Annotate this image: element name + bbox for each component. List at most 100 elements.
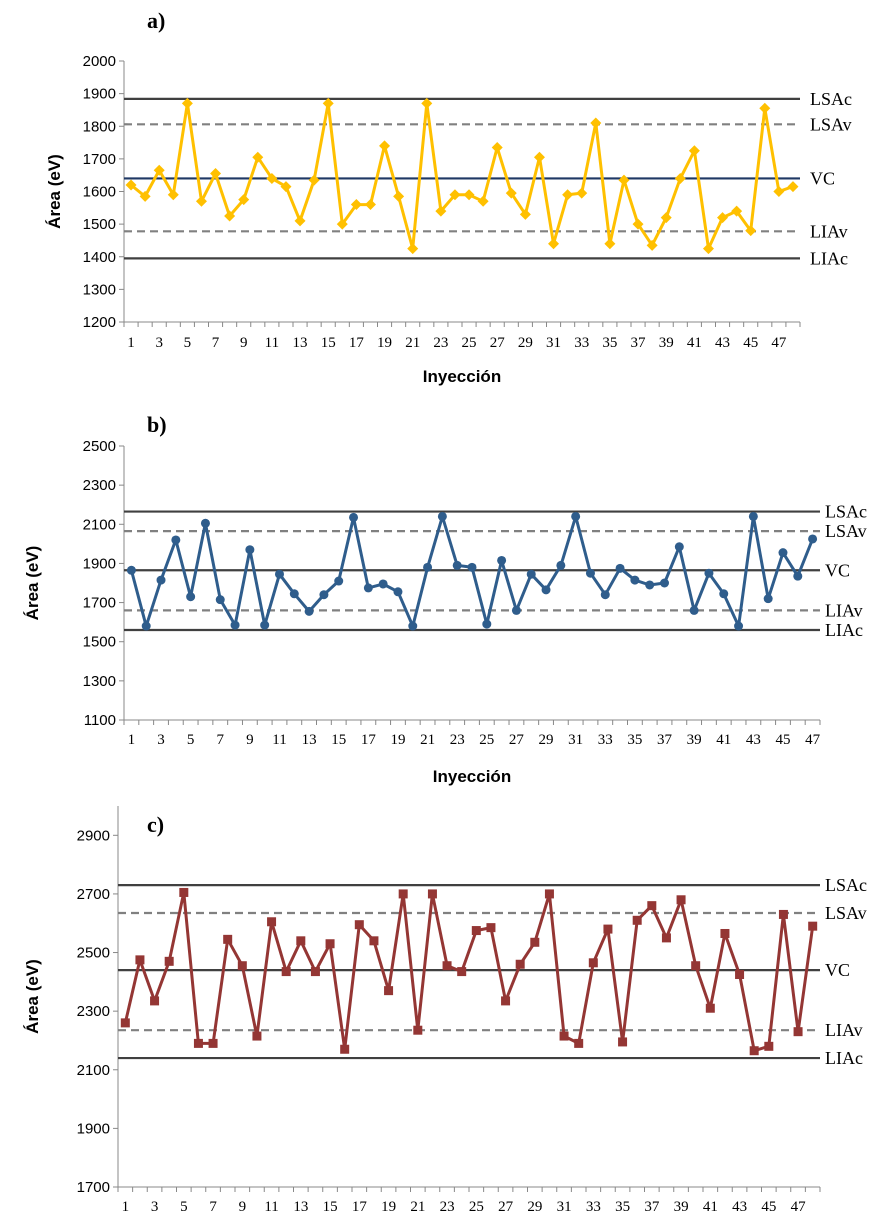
x-tick-label: 27 (509, 732, 525, 748)
x-tick-label: 19 (381, 1199, 396, 1215)
data-point (407, 243, 419, 255)
y-tick-label: 1600 (83, 184, 116, 201)
data-point (322, 97, 334, 109)
data-point (427, 889, 437, 899)
data-point (486, 923, 496, 933)
y-tick-label: 1200 (83, 314, 116, 331)
data-point (363, 583, 373, 593)
data-point (630, 575, 640, 585)
data-point (120, 1018, 130, 1028)
data-point (501, 996, 511, 1006)
ref-label-vc: VC (810, 168, 835, 188)
y-tick-label: 2100 (77, 1062, 110, 1079)
data-point (200, 518, 210, 528)
data-point (559, 1031, 569, 1041)
data-point (530, 937, 540, 947)
panel-label-b: b) (147, 412, 167, 437)
data-point (731, 205, 743, 217)
x-tick-label: 19 (390, 732, 405, 748)
ref-label-lsav: LSAv (825, 903, 867, 923)
data-point (281, 967, 291, 977)
ref-label-liav: LIAv (825, 1020, 863, 1040)
x-tick-label: 39 (674, 1199, 689, 1215)
data-point (354, 920, 364, 930)
x-tick-label: 1 (122, 1199, 130, 1215)
x-tick-label: 9 (239, 1199, 247, 1215)
data-point (393, 190, 405, 202)
y-tick-label: 1100 (84, 712, 116, 729)
y-tick-label: 1300 (83, 673, 116, 690)
data-point (660, 212, 672, 224)
data-point (334, 576, 344, 586)
data-point (135, 955, 145, 965)
x-tick-label: 27 (490, 335, 506, 351)
data-point (674, 172, 686, 184)
y-tick-label: 1700 (83, 595, 116, 612)
panel-label-c: c) (147, 812, 165, 837)
data-point (252, 1031, 262, 1041)
data-point (645, 580, 655, 590)
ref-label-lsac: LSAc (825, 502, 867, 522)
x-tick-label: 31 (568, 732, 583, 748)
y-tick-label: 2500 (83, 438, 116, 455)
x-tick-label: 13 (293, 335, 308, 351)
data-point (748, 511, 758, 521)
x-tick-label: 47 (771, 335, 787, 351)
x-tick-label: 39 (687, 732, 702, 748)
data-point (186, 592, 196, 602)
x-tick-label: 29 (518, 335, 533, 351)
data-point (308, 174, 320, 186)
data-point (398, 889, 408, 899)
ref-label-lsac: LSAc (810, 89, 852, 109)
y-tick-label: 2000 (83, 53, 116, 70)
data-point (379, 140, 391, 152)
data-point (793, 571, 803, 581)
x-tick-label: 45 (775, 732, 790, 748)
ref-label-liac: LIAc (810, 248, 848, 268)
data-point (421, 97, 433, 109)
data-point (171, 535, 181, 545)
y-tick-label: 1700 (77, 1179, 110, 1196)
ref-label-vc: VC (825, 960, 850, 980)
data-point (646, 239, 658, 251)
data-point (245, 545, 255, 555)
data-point (515, 959, 525, 969)
data-point (141, 621, 151, 631)
x-tick-label: 15 (323, 1199, 338, 1215)
data-point (463, 189, 475, 201)
data-point (237, 961, 247, 971)
y-tick-label: 1500 (83, 216, 116, 233)
data-point (705, 1003, 715, 1013)
data-point (437, 511, 447, 521)
x-tick-label: 15 (321, 335, 336, 351)
data-point (267, 917, 277, 927)
ref-label-vc: VC (825, 560, 850, 580)
x-tick-label: 3 (151, 1199, 159, 1215)
data-point (717, 212, 729, 224)
x-tick-label: 25 (469, 1199, 484, 1215)
y-tick-label: 2700 (77, 886, 110, 903)
x-tick-label: 11 (264, 1199, 278, 1215)
data-point (702, 243, 714, 255)
x-tick-label: 21 (410, 1199, 425, 1215)
data-point (310, 967, 320, 977)
x-tick-label: 37 (631, 335, 647, 351)
x-tick-label: 31 (546, 335, 561, 351)
data-point (378, 579, 388, 589)
data-point (482, 619, 492, 629)
data-point (340, 1044, 350, 1054)
data-point (304, 606, 314, 616)
x-tick-label: 13 (293, 1199, 308, 1215)
data-point (167, 189, 179, 201)
data-point (195, 195, 207, 207)
chart-panel-c: c) 1700 1900 2100 2300 2500 2700 2900 1 3 5 7 9 11 13… (0, 800, 892, 1221)
x-tick-label: 21 (420, 732, 435, 748)
data-point (413, 1025, 423, 1035)
data-point (449, 189, 461, 201)
x-tick-label: 29 (527, 1199, 542, 1215)
x-tick-label: 3 (157, 732, 165, 748)
x-tick-label: 35 (602, 335, 617, 351)
x-tick-label: 23 (433, 335, 448, 351)
data-point (778, 548, 788, 558)
